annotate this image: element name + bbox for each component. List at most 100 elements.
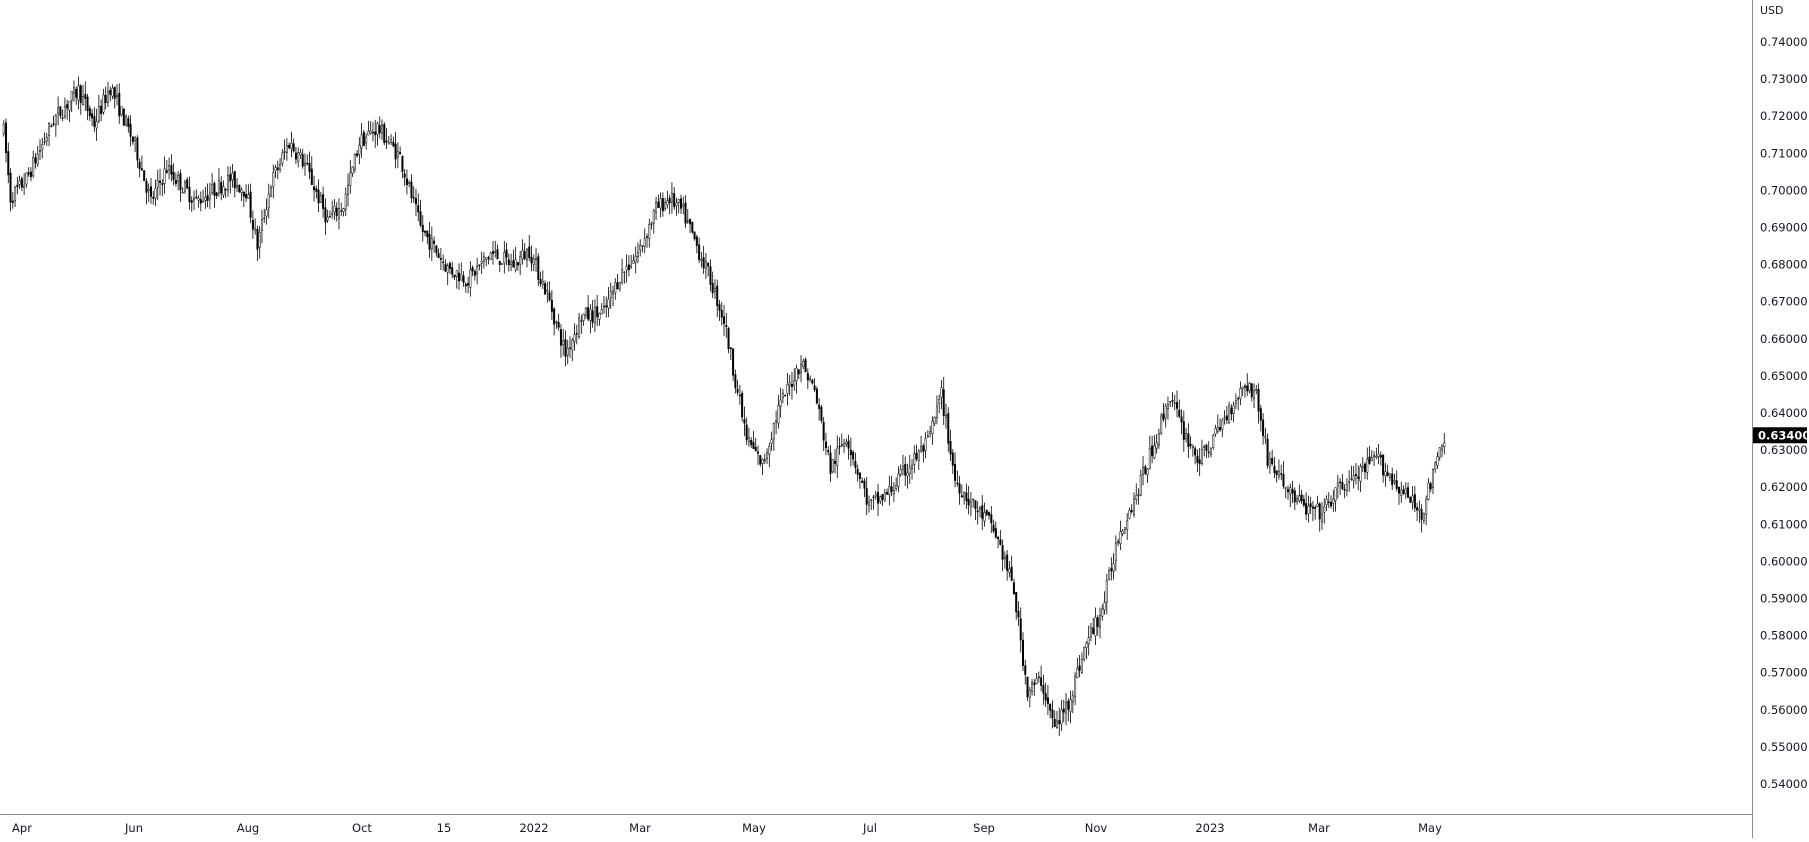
candle-body	[947, 413, 950, 444]
candle-body	[892, 490, 895, 495]
candle-body	[376, 123, 379, 135]
candle-body	[883, 492, 886, 502]
candle-body	[1364, 463, 1367, 473]
candle-body	[491, 251, 494, 254]
candle-body	[1089, 627, 1092, 637]
candle-body	[1108, 570, 1111, 580]
candle-body	[23, 185, 26, 189]
candle-body	[446, 265, 449, 273]
candle-body	[725, 325, 728, 327]
candle-body	[322, 194, 325, 209]
candle-body	[917, 450, 920, 461]
candle-body	[1012, 582, 1015, 595]
candle-body	[1375, 455, 1378, 458]
candle-body	[1302, 499, 1305, 506]
candle-body	[147, 188, 150, 192]
candle-body	[766, 452, 769, 459]
price-axis-ticks[interactable]: 0.74000 0.73000 0.72000 0.71000 0.70000 0.690…	[1760, 35, 1808, 791]
candle-body	[956, 482, 959, 485]
candle-body	[723, 316, 726, 324]
candle-body	[1212, 435, 1215, 448]
price-tick-label: 0.69000	[1760, 221, 1808, 235]
candle-body	[1228, 405, 1231, 423]
candle-body	[632, 260, 635, 264]
candle-body	[994, 528, 997, 538]
candle-body	[580, 320, 583, 322]
candle-body	[45, 136, 48, 142]
candle-body	[75, 88, 78, 98]
candle-body	[426, 230, 429, 237]
candle-body	[1103, 602, 1106, 611]
candle-body	[50, 125, 53, 127]
candle-body	[820, 406, 823, 421]
candle-body	[254, 228, 257, 231]
candle-body	[299, 152, 302, 156]
price-tick-label: 0.59000	[1760, 592, 1808, 606]
candle-body	[455, 270, 458, 277]
candle-body	[630, 265, 633, 268]
candle-body	[890, 486, 893, 492]
candle-body	[467, 283, 470, 286]
candle-body	[535, 258, 538, 260]
candle-body	[698, 244, 701, 260]
candle-body	[729, 347, 732, 350]
candle-body	[25, 172, 28, 185]
candle-body	[279, 164, 282, 170]
candle-body	[790, 384, 793, 388]
candle-body	[1291, 488, 1294, 494]
candle-body	[1017, 610, 1020, 618]
candle-body	[469, 269, 472, 288]
candle-body	[1008, 568, 1011, 574]
candle-body	[163, 168, 166, 184]
candle-body	[247, 194, 250, 199]
candle-body	[134, 137, 137, 141]
candle-body	[861, 480, 864, 484]
candle-body	[1155, 442, 1158, 449]
price-tick-label: 0.72000	[1760, 109, 1808, 123]
candle-body	[1065, 702, 1068, 714]
candle-body	[36, 153, 39, 165]
candle-body	[1409, 496, 1412, 503]
candle-body	[489, 252, 492, 260]
candle-body	[102, 94, 105, 113]
candle-body	[14, 187, 17, 201]
candle-body	[199, 199, 202, 204]
candle-body	[544, 283, 547, 295]
candle-body	[1214, 428, 1217, 435]
candle-body	[1187, 433, 1190, 447]
candle-body	[1293, 490, 1296, 503]
candle-body	[1026, 677, 1029, 698]
candle-body	[1287, 489, 1290, 493]
candle-body	[689, 219, 692, 225]
price-tick-label: 0.56000	[1760, 703, 1808, 717]
candle-body	[684, 202, 687, 224]
candle-body	[1311, 506, 1314, 509]
candle-body	[127, 118, 130, 128]
candle-body	[236, 184, 239, 188]
candle-body	[290, 142, 293, 149]
candle-body	[276, 167, 279, 170]
candle-body	[333, 206, 336, 213]
candle-body	[480, 260, 483, 264]
candle-body	[911, 464, 914, 470]
candle-body	[1273, 466, 1276, 473]
candle-body	[736, 388, 739, 393]
time-axis-ticks[interactable]: Apr Jun Aug Oct 15 2022 Mar May Jul Sep Nov 2023 Mar…	[12, 821, 1442, 835]
candle-body	[997, 537, 1000, 539]
candle-body	[1157, 433, 1160, 446]
candle-body	[734, 374, 737, 389]
candle-body	[988, 512, 991, 516]
candle-body	[847, 440, 850, 449]
candle-body	[317, 189, 320, 204]
price-tick-label: 0.60000	[1760, 554, 1808, 568]
candle-body	[505, 249, 508, 258]
candle-body	[113, 87, 116, 99]
candle-body	[1282, 473, 1285, 487]
price-tick-label: 0.74000	[1760, 35, 1808, 49]
candle-body	[1388, 473, 1391, 478]
candle-body	[1219, 427, 1222, 431]
candle-body	[804, 359, 807, 373]
candle-body	[265, 209, 268, 217]
